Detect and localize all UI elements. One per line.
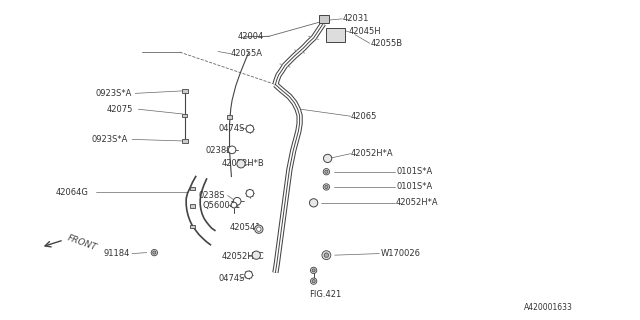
Circle shape	[312, 269, 316, 272]
Text: A420001633: A420001633	[524, 303, 573, 312]
Circle shape	[323, 154, 332, 163]
Bar	[182, 114, 188, 117]
Text: 0474S: 0474S	[218, 124, 244, 133]
Text: 42052H*B: 42052H*B	[221, 159, 264, 168]
Text: 0101S*A: 0101S*A	[396, 167, 433, 176]
Circle shape	[245, 271, 252, 279]
Circle shape	[231, 202, 237, 208]
Circle shape	[255, 225, 263, 233]
Circle shape	[151, 250, 157, 256]
Text: 420541: 420541	[230, 223, 261, 232]
Circle shape	[322, 251, 331, 260]
Circle shape	[310, 267, 317, 274]
Bar	[182, 89, 188, 92]
Bar	[319, 15, 328, 23]
Text: 42052H*A: 42052H*A	[351, 149, 393, 158]
Bar	[227, 149, 232, 152]
Bar	[227, 116, 232, 119]
Circle shape	[323, 184, 330, 190]
Circle shape	[228, 146, 236, 154]
Circle shape	[237, 160, 245, 168]
Bar	[189, 204, 195, 208]
Text: W170026: W170026	[381, 249, 420, 258]
Circle shape	[324, 185, 328, 188]
Circle shape	[252, 251, 260, 259]
Circle shape	[257, 227, 261, 231]
Text: 91184: 91184	[103, 249, 130, 258]
Text: 42065: 42065	[351, 112, 377, 121]
Text: 0923S*A: 0923S*A	[96, 89, 132, 98]
Circle shape	[246, 189, 253, 197]
Text: 0923S*A: 0923S*A	[92, 135, 128, 144]
Text: FIG.421: FIG.421	[309, 290, 341, 299]
Bar	[189, 187, 195, 190]
Circle shape	[153, 251, 156, 254]
Text: 42031: 42031	[342, 14, 369, 23]
Text: 0238S: 0238S	[199, 191, 225, 200]
Bar	[326, 28, 346, 42]
Circle shape	[312, 280, 316, 283]
Text: 42055B: 42055B	[371, 39, 403, 48]
Text: 0474S: 0474S	[218, 275, 244, 284]
Circle shape	[323, 169, 330, 175]
Text: 42052H*C: 42052H*C	[221, 252, 264, 261]
Bar	[189, 225, 195, 228]
Circle shape	[310, 199, 318, 207]
Text: Q560041: Q560041	[202, 201, 241, 210]
Circle shape	[246, 125, 253, 133]
Text: 0101S*A: 0101S*A	[396, 182, 433, 191]
Text: 42075: 42075	[106, 105, 133, 114]
Bar	[182, 139, 188, 143]
Text: 42064G: 42064G	[56, 188, 88, 197]
Circle shape	[234, 197, 241, 205]
Text: 0238S: 0238S	[205, 146, 232, 155]
Text: 42045H: 42045H	[349, 27, 381, 36]
Circle shape	[324, 253, 328, 257]
Text: 42004: 42004	[237, 32, 264, 41]
Circle shape	[310, 278, 317, 284]
Text: 42055A: 42055A	[231, 49, 263, 58]
Circle shape	[324, 170, 328, 173]
Text: 42052H*A: 42052H*A	[395, 198, 438, 207]
Text: FRONT: FRONT	[67, 233, 99, 252]
